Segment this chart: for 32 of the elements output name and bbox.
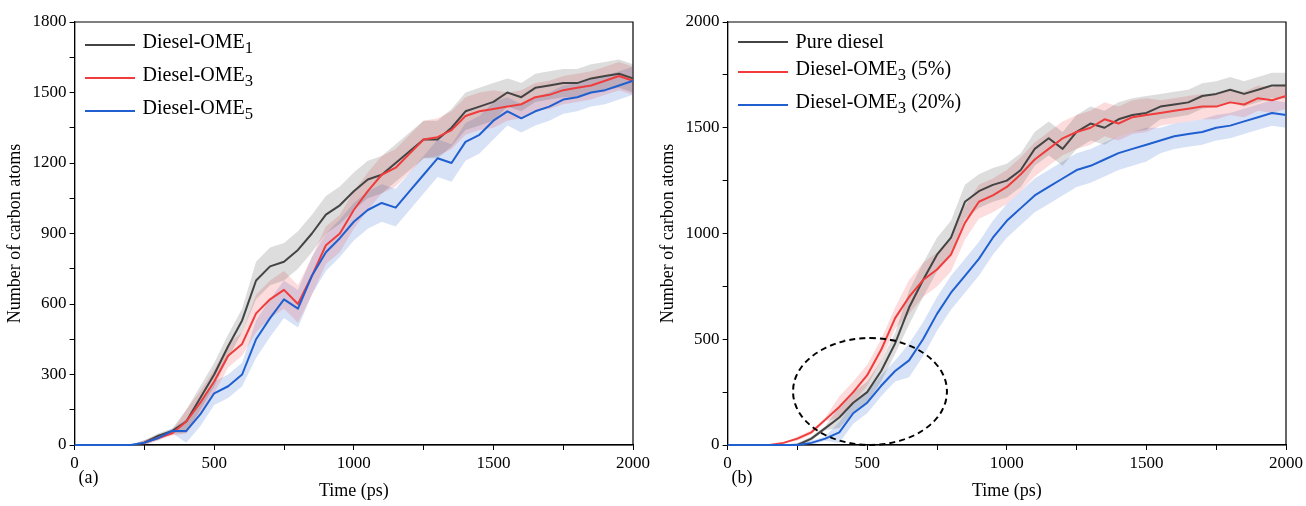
y-tick-label: 1000 — [685, 222, 720, 242]
y-tick-label: 2000 — [685, 11, 720, 31]
x-tick-label: 2000 — [616, 452, 650, 472]
x-tick-label: 1500 — [1129, 452, 1164, 472]
x-tick-label: 500 — [854, 452, 880, 472]
x-tick-label: 2000 — [1269, 452, 1303, 472]
y-tick-label: 1500 — [32, 81, 67, 101]
text: (a) — [78, 467, 99, 488]
y-tick-label: 0 — [58, 434, 67, 454]
legend-label: Pure diesel — [795, 29, 884, 54]
legend-label: Diesel-OME$_{1}$ — [142, 29, 254, 59]
y-tick-label: 1200 — [32, 152, 67, 172]
y-tick-label: 0 — [711, 434, 720, 454]
y-axis-title: Number of carbon atoms — [656, 143, 677, 324]
y-tick-label: 600 — [41, 293, 67, 313]
y-axis-title: Number of carbon atoms — [3, 143, 24, 324]
y-tick-label: 300 — [41, 363, 67, 383]
x-tick-label: 1000 — [336, 452, 371, 472]
x-tick-label: 500 — [201, 452, 227, 472]
legend-label: Diesel-OME$_{3}$ — [142, 62, 254, 92]
legend-label: Diesel-OME$_{3}$ (5%) — [795, 56, 952, 86]
x-tick-label: 1000 — [989, 452, 1024, 472]
legend-label: Diesel-OME$_{3}$ (20%) — [795, 89, 962, 119]
y-tick-label: 1800 — [32, 11, 67, 31]
x-axis-title: Time (ps) — [318, 479, 389, 501]
text: (b) — [731, 467, 753, 488]
y-tick-label: 1500 — [685, 117, 720, 137]
legend-label: Diesel-OME$_{5}$ — [142, 95, 254, 125]
y-tick-label: 500 — [694, 328, 720, 348]
y-tick-label: 900 — [41, 222, 67, 242]
x-tick-label: 1500 — [476, 452, 511, 472]
x-axis-title: Time (ps) — [971, 479, 1042, 501]
